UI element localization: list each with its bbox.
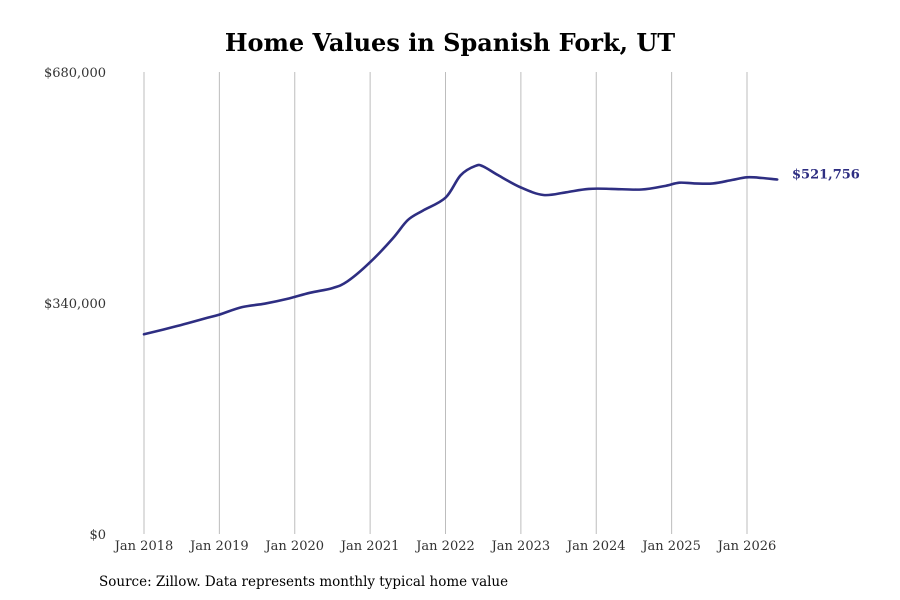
chart-title: Home Values in Spanish Fork, UT bbox=[224, 28, 676, 57]
x-tick-label: Jan 2024 bbox=[565, 539, 626, 554]
x-tick-label: Jan 2020 bbox=[263, 539, 324, 554]
y-tick-label: $0 bbox=[89, 528, 106, 543]
x-tick-label: Jan 2025 bbox=[640, 539, 701, 554]
x-tick-label: Jan 2021 bbox=[339, 539, 400, 554]
gridlines bbox=[143, 72, 748, 534]
end-value-label: $521,756 bbox=[792, 168, 860, 183]
y-tick-label: $340,000 bbox=[44, 297, 106, 312]
x-tick-label: Jan 2018 bbox=[113, 539, 174, 554]
x-tick-label: Jan 2022 bbox=[414, 539, 475, 554]
x-axis-ticks: Jan 2018 Jan 2019 Jan 2020 Jan 2021 Jan 2022… bbox=[113, 539, 777, 554]
y-tick-label: $680,000 bbox=[44, 66, 106, 81]
y-axis-ticks: $0 $340,000 $680,000 bbox=[44, 66, 106, 543]
x-tick-label: Jan 2019 bbox=[188, 539, 249, 554]
source-note: Source: Zillow. Data represents monthly … bbox=[99, 574, 509, 590]
x-tick-label: Jan 2026 bbox=[716, 539, 777, 554]
home-value-line bbox=[142, 163, 779, 336]
x-tick-label: Jan 2023 bbox=[490, 539, 551, 554]
